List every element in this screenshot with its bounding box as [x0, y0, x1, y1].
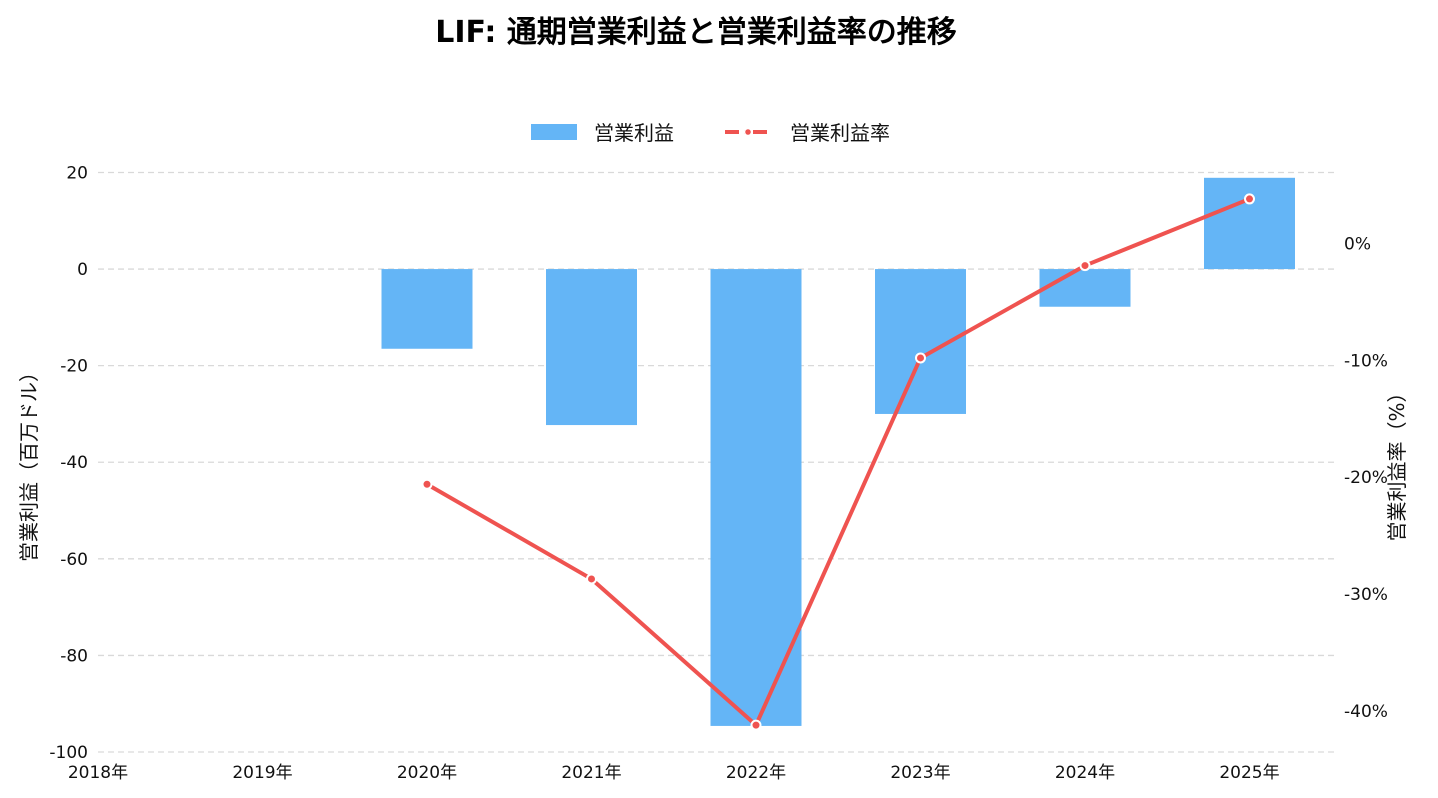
y2-tick-label: -40% — [1344, 702, 1388, 722]
legend-marker-operating-margin — [743, 127, 753, 137]
bar — [546, 269, 637, 426]
x-tick-label: 2020年 — [397, 763, 457, 783]
legend-label-operating-profit: 営業利益 — [594, 121, 674, 145]
margin-line — [421, 193, 1255, 731]
y-axis-right: 0% -10% -20% -30% -40% — [1344, 234, 1388, 722]
y-tick-label: -60 — [60, 550, 88, 570]
y-tick-label: -80 — [60, 646, 88, 666]
bar — [1039, 269, 1131, 307]
y2-tick-label: -20% — [1344, 468, 1388, 488]
x-tick-label: 2022年 — [726, 763, 786, 783]
legend: 営業利益 営業利益率 — [531, 121, 890, 145]
legend-swatch-operating-profit — [531, 124, 577, 140]
y-tick-label: 0 — [77, 260, 88, 280]
bars — [381, 177, 1295, 726]
legend-label-operating-margin: 営業利益率 — [790, 121, 890, 145]
y-axis-left: 20 0 -20 -40 -60 -80 -100 — [49, 163, 88, 763]
x-tick-label: 2025年 — [1219, 763, 1279, 783]
chart-title: LIF: 通期営業利益と営業利益率の推移 — [435, 15, 957, 50]
bar — [381, 269, 473, 349]
y-tick-label: -20 — [60, 357, 88, 377]
margin-point — [1079, 260, 1091, 272]
x-tick-label: 2021年 — [561, 763, 621, 783]
x-tick-label: 2018年 — [68, 763, 128, 783]
x-tick-label: 2019年 — [232, 763, 292, 783]
x-tick-label: 2024年 — [1055, 763, 1115, 783]
x-tick-label: 2023年 — [890, 763, 950, 783]
x-axis: 2018年 2019年 2020年 2021年 2022年 2023年 2024年 2025年 — [68, 763, 1280, 783]
margin-point — [750, 719, 762, 731]
y-tick-label: -40 — [60, 453, 88, 473]
margin-point — [586, 573, 597, 585]
margin-point — [1244, 193, 1255, 205]
margin-point — [421, 478, 433, 490]
y2-tick-label: -30% — [1344, 585, 1388, 605]
bar — [1204, 177, 1295, 270]
y-tick-label: -100 — [49, 743, 88, 763]
y2-tick-label: -10% — [1344, 351, 1388, 371]
margin-point — [915, 352, 926, 364]
y2-axis-label: 営業利益率（%） — [1385, 382, 1409, 541]
y2-tick-label: 0% — [1344, 234, 1371, 254]
bar — [710, 269, 802, 726]
y-axis-label: 営業利益（百万ドル） — [17, 362, 41, 562]
y-tick-label: 20 — [66, 163, 88, 183]
margin-line-path — [426, 197, 1251, 728]
